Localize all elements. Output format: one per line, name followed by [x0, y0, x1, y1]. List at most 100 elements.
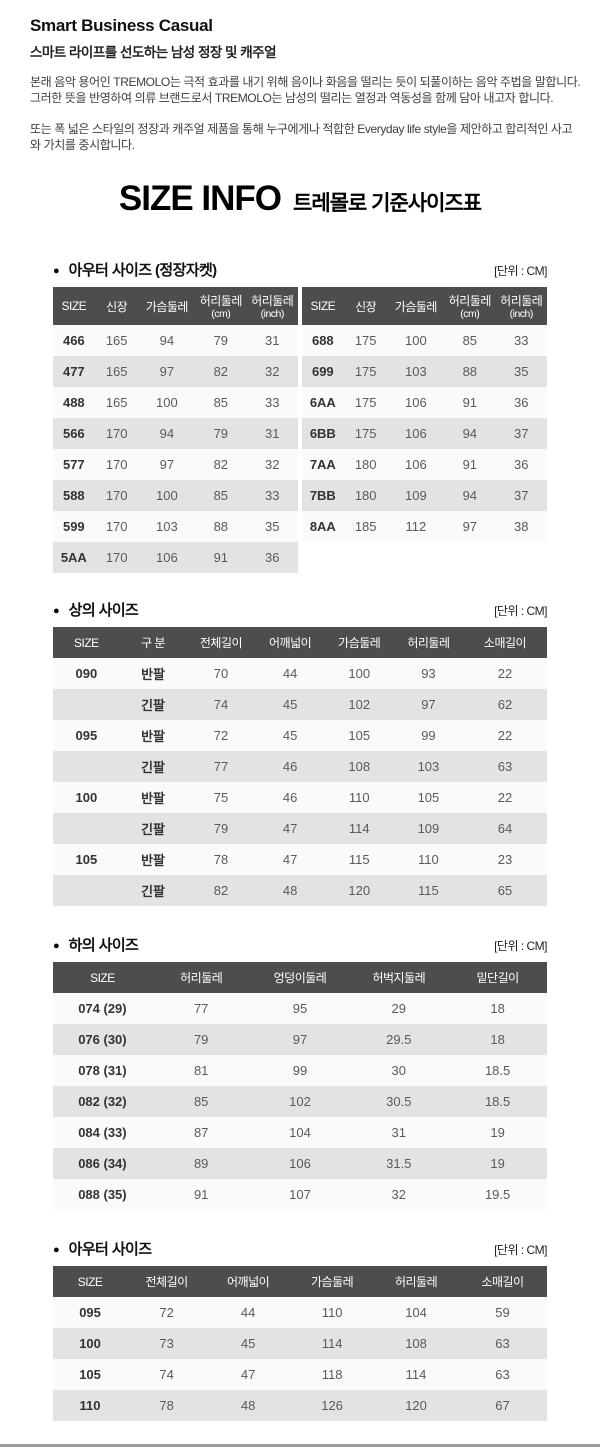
table-row: 688 175 100 85 33: [302, 325, 547, 356]
brand-intro-paragraph-2: 또는 폭 넓은 스타일의 정장과 캐주얼 제품을 통해 누구에게나 적합한 Ev…: [30, 122, 573, 153]
column-header: 밑단길이: [448, 962, 547, 993]
value-cell: 93: [421, 666, 436, 681]
value-cell: 반팔: [141, 729, 165, 744]
section-tops: ● 상의 사이즈 [단위 : CM] SIZE 구 분 전체길이 어깨넓이 가슴둘레 허리…: [0, 599, 600, 906]
table-row: 095 반팔 72 45 105 99 22: [53, 720, 547, 751]
value-cell: 85: [193, 1094, 209, 1109]
size-cell: 095: [75, 728, 98, 743]
value-cell: 103: [405, 364, 427, 379]
value-cell: 72: [213, 728, 229, 743]
page-title-main: SIZE INFO: [118, 179, 282, 218]
bullet-icon: ●: [53, 265, 60, 277]
value-cell: 120: [405, 1398, 427, 1413]
table-row: 긴팔 79 47 114 109 64: [53, 813, 547, 844]
value-cell: 긴팔: [141, 822, 165, 837]
section-title: 아우터 사이즈: [68, 1241, 152, 1258]
value-cell: 65: [497, 883, 513, 898]
value-cell: 18: [490, 1001, 505, 1016]
table-row: 577 170 97 82 32: [53, 449, 298, 480]
value-cell: 110: [348, 790, 370, 805]
value-cell: 115: [418, 883, 439, 898]
value-cell: 165: [105, 333, 128, 348]
outer-jacket-size-table-right: SIZE 신장 가슴둘레 허리둘레 (cm) 허리둘레 (inch) 688 175 100 85 3…: [302, 287, 547, 542]
value-cell: 19: [490, 1125, 505, 1140]
value-cell: 77: [193, 1001, 209, 1016]
value-cell: 103: [417, 759, 440, 774]
value-cell: 74: [159, 1367, 174, 1382]
value-cell: 긴팔: [141, 884, 165, 899]
value-cell: 109: [405, 488, 427, 503]
value-cell: 29.5: [386, 1032, 412, 1047]
table-header-row: SIZE 전체길이 어깨넓이 가슴둘레 허리둘레 소매길이: [53, 1266, 547, 1297]
value-cell: 63: [495, 1336, 510, 1351]
value-cell: 99: [421, 728, 436, 743]
table-row: 6BB 175 106 94 37: [302, 418, 547, 449]
value-cell: 97: [421, 697, 436, 712]
value-cell: 46: [282, 759, 298, 774]
value-cell: 18: [490, 1032, 505, 1047]
column-header: 신장: [94, 287, 139, 325]
value-cell: 97: [159, 457, 175, 472]
intro-line-1: 본래 음악 용어인 TREMOLO는 극적 효과를 내기 위해 음이나 화음을 …: [30, 75, 581, 89]
size-cell: 7AA: [309, 457, 336, 472]
value-cell: 47: [282, 852, 298, 867]
value-cell: 45: [282, 728, 298, 743]
value-cell: 79: [213, 821, 229, 836]
value-cell: 114: [348, 821, 370, 836]
size-cell: 105: [79, 1367, 101, 1382]
value-cell: 106: [405, 457, 427, 472]
column-header: 가슴둘레: [290, 1266, 375, 1297]
value-cell: 47: [282, 821, 298, 836]
column-header: SIZE: [302, 287, 344, 325]
value-cell: 165: [105, 364, 128, 379]
value-cell: 30.5: [386, 1094, 412, 1109]
column-header: 허리둘레 (cm): [195, 287, 247, 325]
value-cell: 91: [193, 1187, 209, 1202]
size-cell: 688: [311, 333, 334, 348]
value-cell: 91: [213, 550, 229, 565]
size-cell: [53, 813, 120, 844]
value-cell: 180: [354, 457, 377, 472]
value-cell: 120: [348, 883, 371, 898]
table-row: 5AA 170 106 91 36: [53, 542, 298, 573]
size-cell: 100: [79, 1336, 101, 1351]
value-cell: 81: [193, 1063, 209, 1078]
size-cell: 100: [75, 790, 98, 805]
column-header: SIZE: [53, 962, 152, 993]
value-cell: 19.5: [484, 1187, 511, 1202]
tops-size-table: SIZE 구 분 전체길이 어깨넓이 가슴둘레 허리둘레 소매길이 090 반팔 70 44 100 9…: [53, 627, 547, 906]
value-cell: 31.5: [386, 1156, 412, 1171]
size-cell: 466: [62, 333, 85, 348]
size-cell: 074 (29): [78, 1001, 127, 1016]
value-cell: 36: [265, 550, 280, 565]
value-cell: 175: [354, 333, 377, 348]
table-header-row: SIZE 신장 가슴둘레 허리둘레 (cm) 허리둘레 (inch): [53, 287, 298, 325]
size-cell: [53, 751, 120, 782]
size-cell: 566: [62, 426, 85, 441]
value-cell: 99: [292, 1063, 308, 1078]
value-cell: 165: [105, 395, 128, 410]
size-cell: 5AA: [60, 550, 87, 565]
unit-label: [단위 : CM]: [494, 604, 547, 618]
brand-subtitle: 스마트 라이프를 선도하는 남성 정장 및 캐주얼: [30, 45, 276, 60]
column-header: 가슴둘레: [387, 287, 445, 325]
value-cell: 100: [156, 395, 178, 410]
size-cell: 095: [79, 1305, 101, 1320]
size-cell: 488: [62, 395, 85, 410]
value-cell: 85: [213, 395, 229, 410]
value-cell: 긴팔: [141, 760, 165, 775]
value-cell: 88: [213, 519, 229, 534]
size-cell: 082 (32): [78, 1094, 127, 1109]
value-cell: 78: [159, 1398, 174, 1413]
value-cell: 19: [490, 1156, 505, 1171]
column-header: 전체길이: [127, 1266, 207, 1297]
value-cell: 185: [354, 519, 377, 534]
value-cell: 62: [497, 697, 513, 712]
value-cell: 170: [105, 550, 128, 565]
value-cell: 114: [405, 1367, 427, 1382]
value-cell: 100: [405, 333, 427, 348]
value-cell: 반팔: [141, 667, 165, 682]
size-cell: 084 (33): [78, 1125, 127, 1140]
table-row: 086 (34) 89 106 31.5 19: [53, 1148, 547, 1179]
value-cell: 30: [391, 1063, 407, 1078]
